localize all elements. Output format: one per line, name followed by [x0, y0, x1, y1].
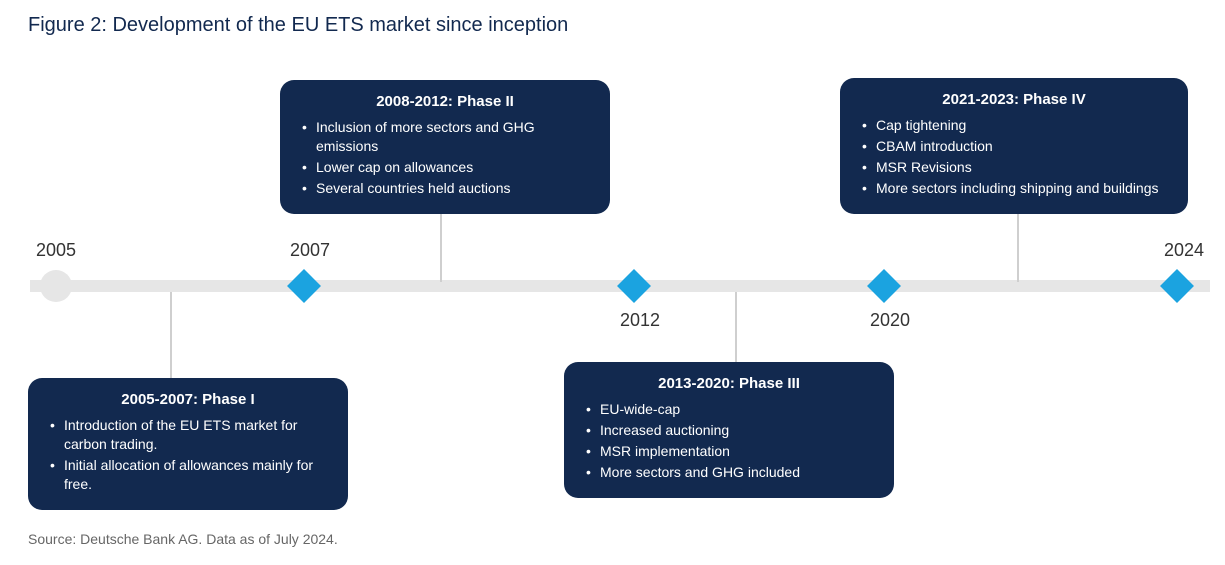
phase-4-title: 2021-2023: Phase IV — [858, 90, 1170, 110]
phase-4-bullet: MSR Revisions — [858, 158, 1170, 177]
timeline-start-dot — [40, 270, 72, 302]
phase-3-title: 2013-2020: Phase III — [582, 374, 876, 394]
phase-1-bullet: Introduction of the EU ETS market for ca… — [46, 416, 330, 454]
year-2020: 2020 — [870, 310, 910, 331]
phase-3-bullet: EU-wide-cap — [582, 400, 876, 419]
phase-3-bullet: More sectors and GHG included — [582, 463, 876, 482]
phase-3-box: 2013-2020: Phase III EU-wide-cap Increas… — [564, 362, 894, 498]
year-2012: 2012 — [620, 310, 660, 331]
phase-4-bullet: More sectors including shipping and buil… — [858, 179, 1170, 198]
year-2024: 2024 — [1164, 240, 1204, 261]
diamond-marker — [1160, 269, 1194, 303]
phase-4-bullets: Cap tightening CBAM introduction MSR Rev… — [858, 116, 1170, 198]
phase-1-bullets: Introduction of the EU ETS market for ca… — [46, 416, 330, 494]
phase-4-bullet: CBAM introduction — [858, 137, 1170, 156]
phase-2-bullets: Inclusion of more sectors and GHG emissi… — [298, 118, 592, 198]
phase-1-title: 2005-2007: Phase I — [46, 390, 330, 410]
phase-4-bullet: Cap tightening — [858, 116, 1170, 135]
year-2007: 2007 — [290, 240, 330, 261]
figure-title: Figure 2: Development of the EU ETS mark… — [28, 14, 568, 37]
phase-2-bullet: Inclusion of more sectors and GHG emissi… — [298, 118, 592, 156]
phase-2-box: 2008-2012: Phase II Inclusion of more se… — [280, 80, 610, 214]
phase-4-box: 2021-2023: Phase IV Cap tightening CBAM … — [840, 78, 1188, 214]
phase-3-bullet: MSR implementation — [582, 442, 876, 461]
connector-line — [170, 292, 172, 378]
connector-line — [1017, 210, 1019, 282]
diamond-marker — [867, 269, 901, 303]
phase-1-box: 2005-2007: Phase I Introduction of the E… — [28, 378, 348, 510]
phase-3-bullet: Increased auctioning — [582, 421, 876, 440]
diamond-marker — [617, 269, 651, 303]
phase-2-title: 2008-2012: Phase II — [298, 92, 592, 112]
connector-line — [735, 292, 737, 362]
phase-2-bullet: Lower cap on allowances — [298, 158, 592, 177]
diamond-marker — [287, 269, 321, 303]
source-note: Source: Deutsche Bank AG. Data as of Jul… — [28, 531, 338, 547]
phase-2-bullet: Several countries held auctions — [298, 179, 592, 198]
phase-1-bullet: Initial allocation of allowances mainly … — [46, 456, 330, 494]
phase-3-bullets: EU-wide-cap Increased auctioning MSR imp… — [582, 400, 876, 482]
year-2005: 2005 — [36, 240, 76, 261]
